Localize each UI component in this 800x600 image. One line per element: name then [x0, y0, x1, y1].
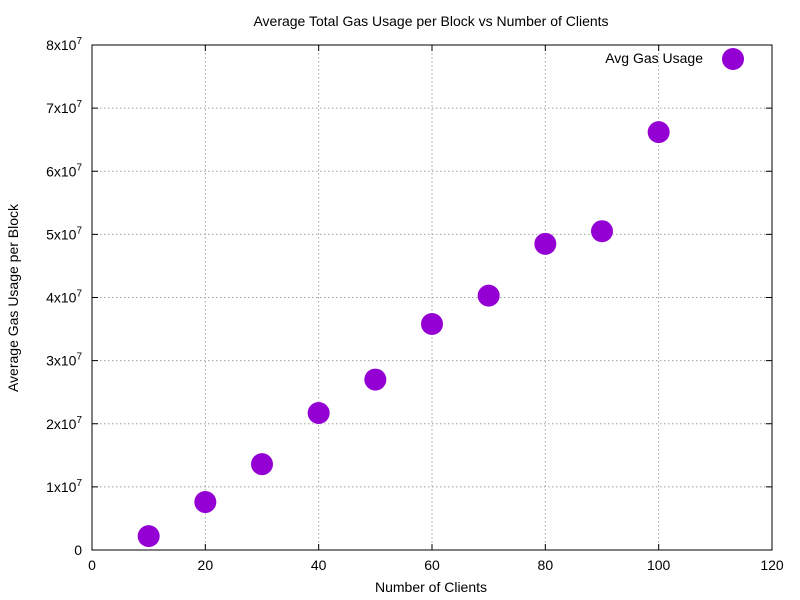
- grid-layer: [92, 45, 772, 550]
- y-axis-label: Average Gas Usage per Block: [5, 203, 21, 392]
- x-tick-label: 60: [424, 557, 440, 573]
- x-axis-ticks: 0 20 40 60 80 100 120: [88, 45, 784, 573]
- data-point: [137, 525, 160, 548]
- y-tick-mantissa: 6x10: [46, 163, 77, 179]
- legend-label: Avg Gas Usage: [605, 50, 703, 66]
- y-tick-label: 8x107: [46, 36, 82, 53]
- y-tick-mantissa: 0: [74, 542, 82, 558]
- x-axis-label: Number of Clients: [375, 579, 487, 595]
- y-tick-mantissa: 5x10: [46, 226, 77, 242]
- y-axis-ticks: 01x1072x1073x1074x1075x1076x1077x1078x10…: [46, 36, 772, 558]
- y-tick-label: 3x107: [46, 352, 82, 369]
- y-tick-mantissa: 8x10: [46, 37, 77, 53]
- y-tick-label: 7x107: [46, 99, 82, 116]
- x-tick-label: 20: [198, 557, 214, 573]
- y-tick-exponent: 7: [76, 225, 82, 236]
- y-tick-mantissa: 1x10: [46, 479, 77, 495]
- data-point: [251, 453, 273, 476]
- data-point: [194, 491, 217, 514]
- data-point: [534, 232, 557, 255]
- data-point: [477, 284, 500, 307]
- x-tick-label: 40: [311, 557, 327, 573]
- y-tick-mantissa: 4x10: [46, 290, 77, 306]
- y-tick-label: 0: [74, 542, 82, 558]
- data-point: [647, 121, 670, 144]
- y-tick-mantissa: 3x10: [46, 353, 77, 369]
- x-tick-label: 0: [88, 557, 96, 573]
- y-tick-exponent: 7: [76, 478, 82, 489]
- y-tick-label: 2x107: [46, 415, 82, 432]
- y-tick-exponent: 7: [76, 289, 82, 300]
- legend-marker: [722, 48, 744, 70]
- x-tick-label: 100: [647, 557, 671, 573]
- y-tick-mantissa: 7x10: [46, 100, 77, 116]
- legend: Avg Gas Usage: [605, 48, 744, 70]
- chart-title: Average Total Gas Usage per Block vs Num…: [253, 13, 608, 29]
- y-tick-label: 6x107: [46, 162, 82, 179]
- y-tick-exponent: 7: [76, 352, 82, 363]
- data-point: [364, 368, 387, 391]
- y-tick-mantissa: 2x10: [46, 416, 77, 432]
- y-tick-label: 5x107: [46, 225, 82, 242]
- data-points: [137, 121, 670, 548]
- y-tick-exponent: 7: [76, 99, 82, 110]
- data-point: [307, 402, 330, 425]
- x-tick-label: 120: [760, 557, 784, 573]
- data-point: [421, 313, 443, 336]
- y-tick-exponent: 7: [76, 162, 82, 173]
- y-tick-label: 4x107: [46, 289, 82, 306]
- x-tick-label: 80: [538, 557, 554, 573]
- y-tick-exponent: 7: [76, 36, 82, 47]
- y-tick-label: 1x107: [46, 478, 82, 495]
- data-point: [591, 220, 613, 243]
- y-tick-exponent: 7: [76, 415, 82, 426]
